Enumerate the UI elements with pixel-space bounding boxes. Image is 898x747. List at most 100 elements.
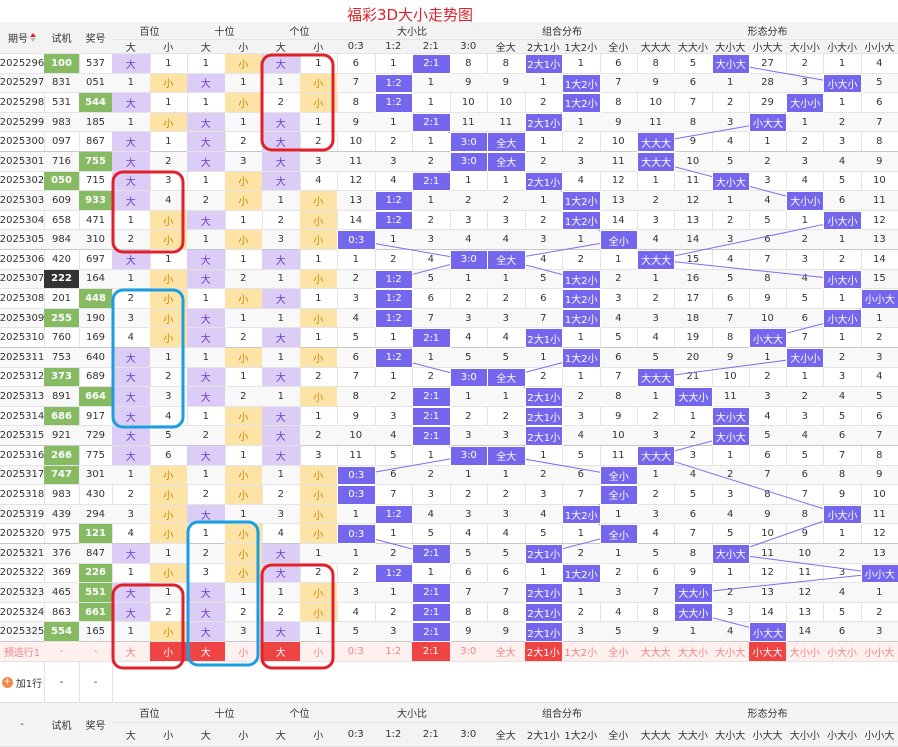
preselect-option[interactable]: 大: [112, 642, 151, 662]
preselect-option[interactable]: 大大大: [637, 642, 676, 662]
hit-cell: 2大1小: [524, 583, 563, 603]
miss-count: 1: [637, 465, 676, 486]
preselect-option[interactable]: 大大小: [674, 642, 713, 662]
miss-count: 15: [674, 250, 713, 270]
hit-cell: 小: [299, 230, 338, 250]
preselect-option[interactable]: 小: [149, 642, 188, 662]
preselect-option[interactable]: 2:1: [412, 642, 451, 662]
hit-cell: 2:1: [412, 328, 451, 348]
preselect-option[interactable]: 全大: [487, 642, 526, 662]
preselect-option[interactable]: 小: [299, 642, 338, 662]
hit-cell: 小: [299, 269, 338, 290]
preselect-option[interactable]: 3:0: [449, 642, 488, 662]
miss-count: 10: [599, 132, 638, 152]
add-row-label[interactable]: 加1行: [15, 678, 43, 690]
miss-count: 3: [524, 485, 563, 505]
miss-count: 7: [786, 485, 825, 505]
issue-cell: 2025318: [0, 485, 45, 505]
hit-cell: 大: [262, 544, 301, 564]
hit-cell: 小: [149, 504, 188, 525]
miss-count: 2: [562, 544, 601, 564]
miss-count: 10: [860, 485, 898, 505]
miss-count: 1: [412, 132, 451, 152]
miss-count: 4: [823, 583, 862, 603]
preselect-option[interactable]: 小大小: [823, 642, 862, 662]
add-row-button[interactable]: + 加1行: [0, 662, 45, 703]
hit-cell: 大: [187, 112, 226, 133]
hit-cell: 2:1: [412, 406, 451, 427]
miss-count: 4: [374, 171, 413, 192]
miss-count: 5: [860, 387, 898, 407]
add-icon[interactable]: +: [1, 676, 13, 688]
preselect-option[interactable]: 全小: [599, 642, 638, 662]
miss-count: 1: [711, 563, 750, 584]
test-cell: 863: [44, 602, 80, 623]
preselect-option[interactable]: 1大2小: [562, 642, 601, 662]
draw-cell: 190: [79, 308, 113, 329]
hit-cell: 小: [299, 93, 338, 113]
hit-cell: 2大1小: [524, 406, 563, 427]
test-cell: 439: [44, 504, 80, 525]
test-cell: 975: [44, 524, 80, 544]
miss-count: 6: [412, 289, 451, 309]
test-cell: 420: [44, 250, 80, 270]
miss-count: 1: [637, 269, 676, 290]
miss-count: 14: [860, 250, 898, 270]
sub-header: 全小: [599, 723, 638, 747]
miss-count: 8: [599, 93, 638, 113]
preselect-option[interactable]: 大小小: [786, 642, 825, 662]
miss-count: 1: [224, 308, 263, 329]
miss-count: 4: [637, 328, 676, 348]
miss-count: 12: [860, 210, 898, 231]
miss-count: 2: [711, 93, 750, 113]
miss-count: 6: [337, 348, 376, 368]
sub-header: 2:1: [412, 723, 451, 747]
draw-cell: 729: [79, 426, 113, 446]
hit-cell: 小: [149, 308, 188, 329]
preselect-option[interactable]: 小大大: [748, 642, 788, 662]
hit-cell: 大: [112, 387, 151, 407]
miss-count: 7: [412, 308, 451, 329]
hit-cell: 2大1小: [524, 622, 563, 642]
hit-cell: 大大小: [674, 387, 713, 407]
miss-count: 1: [299, 622, 338, 642]
hit-cell: 小大小: [823, 210, 862, 231]
hit-cell: 大小大: [711, 54, 750, 74]
miss-count: 1: [786, 112, 825, 133]
preselect-option[interactable]: 0:3: [337, 642, 376, 662]
miss-count: 6: [674, 73, 713, 94]
preselect-option[interactable]: 大: [262, 642, 301, 662]
miss-count: 1: [823, 328, 862, 348]
hit-cell: 大: [262, 250, 301, 270]
hit-cell: 小: [299, 191, 338, 211]
miss-count: 11: [599, 446, 638, 466]
miss-count: 1: [224, 73, 263, 94]
issue-cell: 2025325: [0, 622, 45, 642]
hit-cell: 1大2小: [562, 93, 601, 113]
draw-cell: 544: [79, 93, 113, 113]
miss-count: 3: [112, 308, 151, 329]
miss-count: 2: [449, 406, 488, 427]
miss-count: 1: [711, 73, 750, 94]
preselect-option[interactable]: 小: [224, 642, 263, 662]
miss-count: 4: [860, 54, 898, 74]
preselect-cell: -: [79, 642, 113, 662]
preselect-option[interactable]: 2大1小: [524, 642, 563, 662]
preselect-option[interactable]: 小小大: [860, 642, 898, 662]
hit-cell: 大小大: [711, 406, 750, 427]
miss-count: 1: [487, 269, 526, 290]
miss-count: 2: [299, 367, 338, 388]
group-header: 组合分布: [487, 703, 638, 723]
miss-count: 10: [674, 152, 713, 172]
hit-cell: 小: [224, 465, 263, 486]
preselect-option[interactable]: 大小大: [711, 642, 750, 662]
miss-count: 4: [262, 524, 301, 544]
preselect-option[interactable]: 大: [187, 642, 226, 662]
miss-count: 1: [748, 348, 788, 368]
preselect-option[interactable]: 1:2: [374, 642, 413, 662]
miss-count: 5: [412, 269, 451, 290]
miss-count: 13: [860, 544, 898, 564]
sort-icon[interactable]: [30, 33, 36, 42]
hit-cell: 大大小: [674, 583, 713, 603]
